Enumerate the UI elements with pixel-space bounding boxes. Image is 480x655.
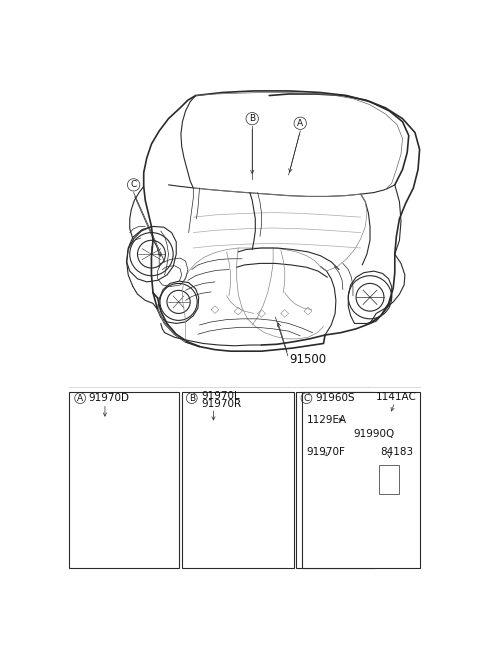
Text: A: A <box>77 394 83 403</box>
Text: 91970F: 91970F <box>306 447 345 457</box>
Bar <box>379 465 399 495</box>
Bar <box>296 392 374 567</box>
Text: A: A <box>297 119 303 128</box>
Text: 91960S: 91960S <box>316 393 355 403</box>
Text: 91970L: 91970L <box>201 391 240 401</box>
Text: B: B <box>189 394 195 403</box>
Text: 1141AC: 1141AC <box>376 392 417 402</box>
Text: C: C <box>131 180 137 189</box>
Bar <box>181 392 294 567</box>
Text: 91990Q: 91990Q <box>353 429 394 440</box>
Text: C: C <box>303 394 310 403</box>
Bar <box>69 392 180 567</box>
Text: 91970R: 91970R <box>201 398 241 409</box>
Text: B: B <box>249 114 255 123</box>
Text: 91970D: 91970D <box>89 393 130 403</box>
Text: 91500: 91500 <box>289 353 326 366</box>
Bar <box>302 392 420 567</box>
Text: 1129EA: 1129EA <box>306 415 347 424</box>
Text: 84183: 84183 <box>380 447 413 457</box>
